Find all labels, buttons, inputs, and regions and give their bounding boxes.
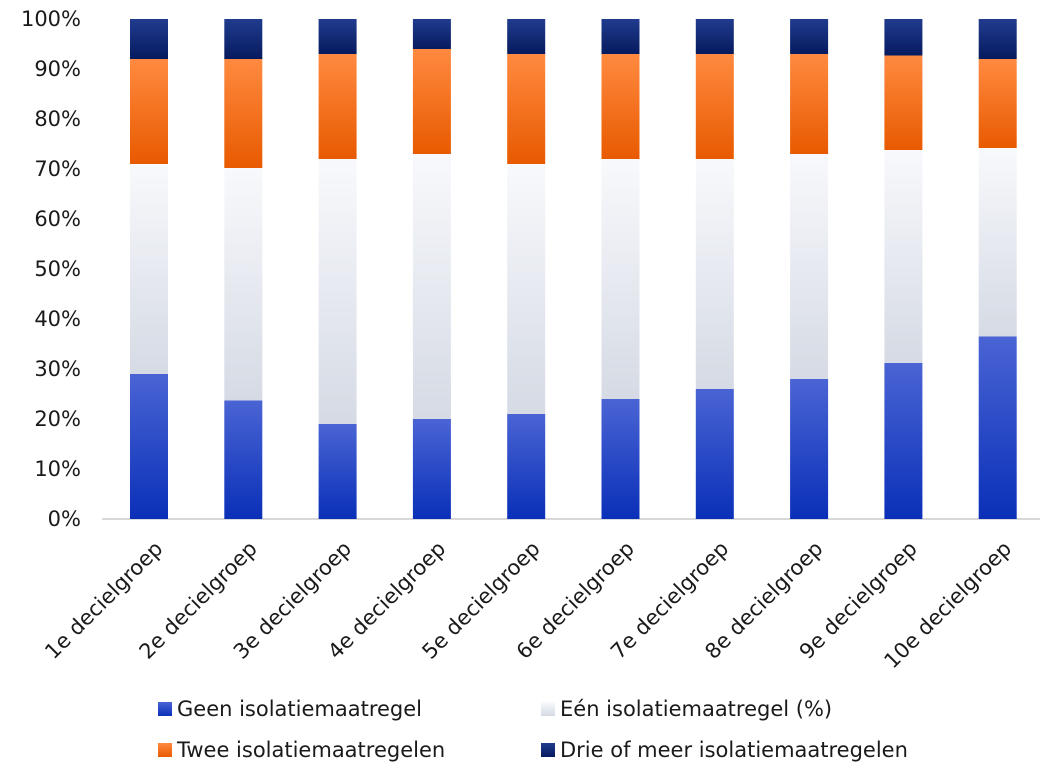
bar-segment bbox=[224, 168, 263, 401]
bar-segment bbox=[130, 59, 168, 164]
bar-segment bbox=[978, 148, 1017, 337]
bar-segment bbox=[507, 19, 546, 54]
legend-label: Drie of meer isolatiemaatregelen bbox=[560, 738, 908, 762]
bar-segment bbox=[601, 19, 640, 54]
bar-segment bbox=[224, 400, 263, 519]
bar-segment bbox=[695, 389, 734, 519]
bar-segment bbox=[130, 19, 168, 59]
legend-label: Twee isolatiemaatregelen bbox=[176, 738, 445, 762]
legend-swatch bbox=[541, 743, 555, 757]
bar-segment bbox=[507, 164, 546, 414]
bar-segment bbox=[318, 159, 357, 424]
bar-segment bbox=[318, 54, 357, 159]
y-tick-label: 50% bbox=[34, 257, 81, 281]
y-tick-label: 10% bbox=[34, 457, 81, 481]
bar-segment bbox=[224, 19, 263, 59]
y-tick-label: 100% bbox=[21, 7, 81, 31]
legend-label: Geen isolatiemaatregel bbox=[177, 697, 422, 721]
bars bbox=[130, 19, 1017, 519]
bar-segment bbox=[884, 19, 923, 56]
bar-segment bbox=[601, 54, 640, 159]
bar-segment bbox=[790, 379, 829, 519]
y-tick-label: 60% bbox=[34, 207, 81, 231]
legend-swatch bbox=[541, 702, 555, 716]
bar-segment bbox=[695, 19, 734, 54]
y-tick-label: 90% bbox=[34, 57, 81, 81]
bar-segment bbox=[412, 419, 451, 519]
bar-segment bbox=[318, 19, 357, 54]
bar-segment bbox=[412, 19, 451, 49]
bar-segment bbox=[412, 154, 451, 419]
bar-segment bbox=[601, 399, 640, 519]
y-tick-label: 30% bbox=[34, 357, 81, 381]
y-tick-label: 80% bbox=[34, 107, 81, 131]
y-tick-label: 0% bbox=[48, 507, 81, 531]
legend: Geen isolatiemaatregel Eén isolatiemaatre… bbox=[158, 697, 908, 762]
bar-segment bbox=[978, 59, 1017, 148]
bar-segment bbox=[884, 363, 923, 519]
bar-segment bbox=[790, 54, 829, 154]
bar-segment bbox=[130, 374, 168, 519]
legend-swatch bbox=[158, 743, 172, 757]
bar-segment bbox=[318, 424, 357, 519]
bar-segment bbox=[601, 159, 640, 399]
bar-segment bbox=[978, 336, 1017, 519]
bar-segment bbox=[884, 150, 923, 363]
legend-swatch bbox=[158, 702, 172, 716]
bar-segment bbox=[884, 55, 923, 150]
y-tick-label: 40% bbox=[34, 307, 81, 331]
legend-label: Eén isolatiemaatregel (%) bbox=[560, 697, 832, 721]
bar-segment bbox=[412, 49, 451, 154]
bar-segment bbox=[224, 59, 263, 168]
bar-segment bbox=[790, 154, 829, 379]
y-tick-label: 70% bbox=[34, 157, 81, 181]
bar-segment bbox=[507, 414, 546, 519]
bar-segment bbox=[978, 19, 1017, 59]
bar-segment bbox=[695, 54, 734, 159]
y-axis-ticks: 0% 10% 20% 30% 40% 50% 60% 70% 80% 90% 100% bbox=[21, 7, 81, 531]
bar-segment bbox=[507, 54, 546, 164]
bar-segment bbox=[790, 19, 829, 54]
bar-segment bbox=[130, 164, 168, 374]
bar-segment bbox=[695, 159, 734, 389]
y-tick-label: 20% bbox=[34, 407, 81, 431]
